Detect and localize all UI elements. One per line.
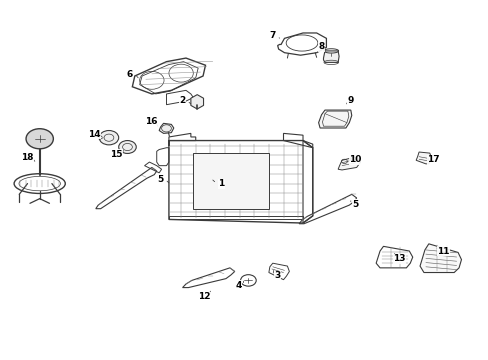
Text: 11: 11 — [436, 247, 449, 256]
Text: 14: 14 — [88, 130, 101, 139]
Text: 7: 7 — [268, 31, 275, 40]
Text: 2: 2 — [179, 96, 185, 105]
Text: 13: 13 — [392, 255, 405, 264]
Text: 5: 5 — [352, 200, 358, 209]
Text: 8: 8 — [318, 42, 324, 51]
Text: 6: 6 — [126, 70, 133, 79]
Text: 5: 5 — [157, 175, 163, 184]
Polygon shape — [323, 51, 338, 62]
Text: 12: 12 — [198, 292, 210, 301]
Text: 9: 9 — [347, 96, 353, 105]
Polygon shape — [419, 244, 461, 273]
Text: 16: 16 — [144, 117, 157, 126]
Text: 4: 4 — [235, 281, 242, 290]
Text: 15: 15 — [110, 150, 122, 159]
Text: 1: 1 — [218, 179, 224, 188]
Bar — [193, 153, 268, 209]
Polygon shape — [415, 152, 431, 164]
Text: 17: 17 — [427, 155, 439, 164]
Circle shape — [26, 129, 53, 149]
Text: 18: 18 — [21, 153, 34, 162]
Polygon shape — [159, 123, 173, 134]
Polygon shape — [337, 157, 360, 170]
Polygon shape — [318, 110, 351, 128]
Circle shape — [99, 131, 119, 145]
Text: 3: 3 — [274, 271, 280, 280]
Text: 10: 10 — [349, 155, 361, 164]
Polygon shape — [190, 95, 203, 109]
Circle shape — [119, 140, 136, 153]
